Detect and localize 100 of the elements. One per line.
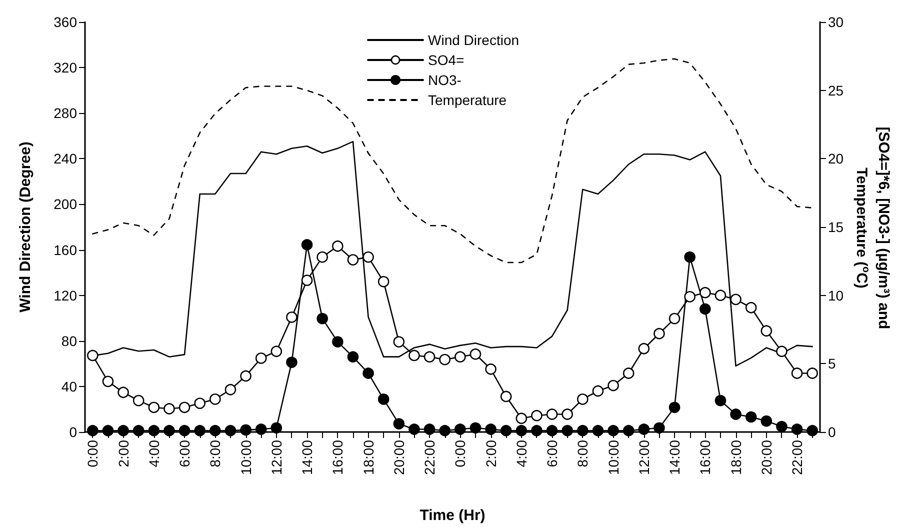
point [714,394,726,406]
point [562,424,573,436]
point [776,346,788,358]
point [286,312,298,323]
point [668,312,680,324]
point [240,370,252,382]
y-tick-label: 40 [61,378,78,394]
point [270,346,282,358]
point [654,328,665,340]
x-tick-label: 4:00 [513,440,530,468]
x-tick-label: 16:00 [330,440,346,476]
point [408,350,420,362]
legend-label: Temperature [428,92,507,108]
y2-tick-label: 5 [828,356,836,372]
point [210,394,221,405]
x-tick-label: 18:00 [728,440,744,476]
point [485,363,496,375]
point [270,422,282,434]
point [760,415,772,427]
point [210,424,221,436]
point [760,325,772,337]
y2-tick-label: 10 [828,287,844,304]
point [378,276,390,288]
point [791,424,803,435]
y-tick-label: 280 [54,105,78,122]
point [608,380,619,392]
point [531,424,542,436]
point [776,420,788,432]
point [286,356,298,368]
point [347,254,359,266]
point [745,302,757,314]
point [791,368,803,379]
point [454,351,466,362]
legend-label: SO4= [428,52,464,68]
point [316,251,328,263]
point [102,424,114,436]
point [347,351,359,362]
point [118,424,129,436]
point [240,424,252,436]
x-tick-label: 14:00 [299,440,316,476]
point [439,354,450,366]
point [546,424,558,436]
point [362,251,374,263]
point [562,408,573,420]
point [393,336,405,348]
point [102,376,114,388]
x-tick-label: 10:00 [238,440,254,476]
point [424,351,436,362]
point [470,422,482,434]
y-tick-label: 80 [61,332,78,349]
point [164,403,175,414]
legend-label: NO3- [428,72,462,88]
y2-tick-label: 25 [828,82,844,98]
x-tick-label: 4:00 [146,440,162,468]
x-tick-label: 0:00 [84,440,101,468]
x-tick-label: 8:00 [207,440,224,468]
point [516,424,528,436]
point [224,424,236,436]
y2-tick-label: 0 [828,424,836,440]
point [301,239,313,250]
y-tick-label: 360 [54,14,78,30]
point [132,424,144,436]
point [408,424,420,435]
x-tick-label: 2:00 [482,440,499,468]
legend-label: Wind Direction [428,32,520,48]
point [148,402,160,414]
point [118,386,129,398]
point [362,368,374,379]
point [439,424,450,436]
point [424,424,436,435]
point [255,424,267,435]
point [531,410,542,422]
point [684,251,696,263]
x-tick-label: 20:00 [390,440,407,476]
point [806,368,818,379]
point [577,394,588,405]
point [332,336,344,348]
point [684,291,696,302]
x-tick-label: 12:00 [636,440,652,476]
point [638,424,650,435]
x-tick-label: 14:00 [666,440,683,476]
x-tick-label: 6:00 [544,440,560,468]
y-tick-label: 320 [54,60,78,76]
y-tick-label: 200 [54,196,78,212]
point [730,294,742,306]
x-tick-label: 16:00 [697,440,714,476]
point [546,408,558,420]
point [301,274,313,286]
x-tick-label: 10:00 [605,440,622,476]
point [255,352,267,364]
point [500,424,512,436]
point [622,368,634,379]
point [470,348,482,360]
point [393,418,405,430]
point [332,240,344,252]
y-axis-title: Wind Direction (Degree) [17,142,34,312]
point [516,412,528,424]
y-tick-label: 160 [54,242,78,258]
point [316,312,328,324]
y2-tick-label: 15 [828,219,844,235]
